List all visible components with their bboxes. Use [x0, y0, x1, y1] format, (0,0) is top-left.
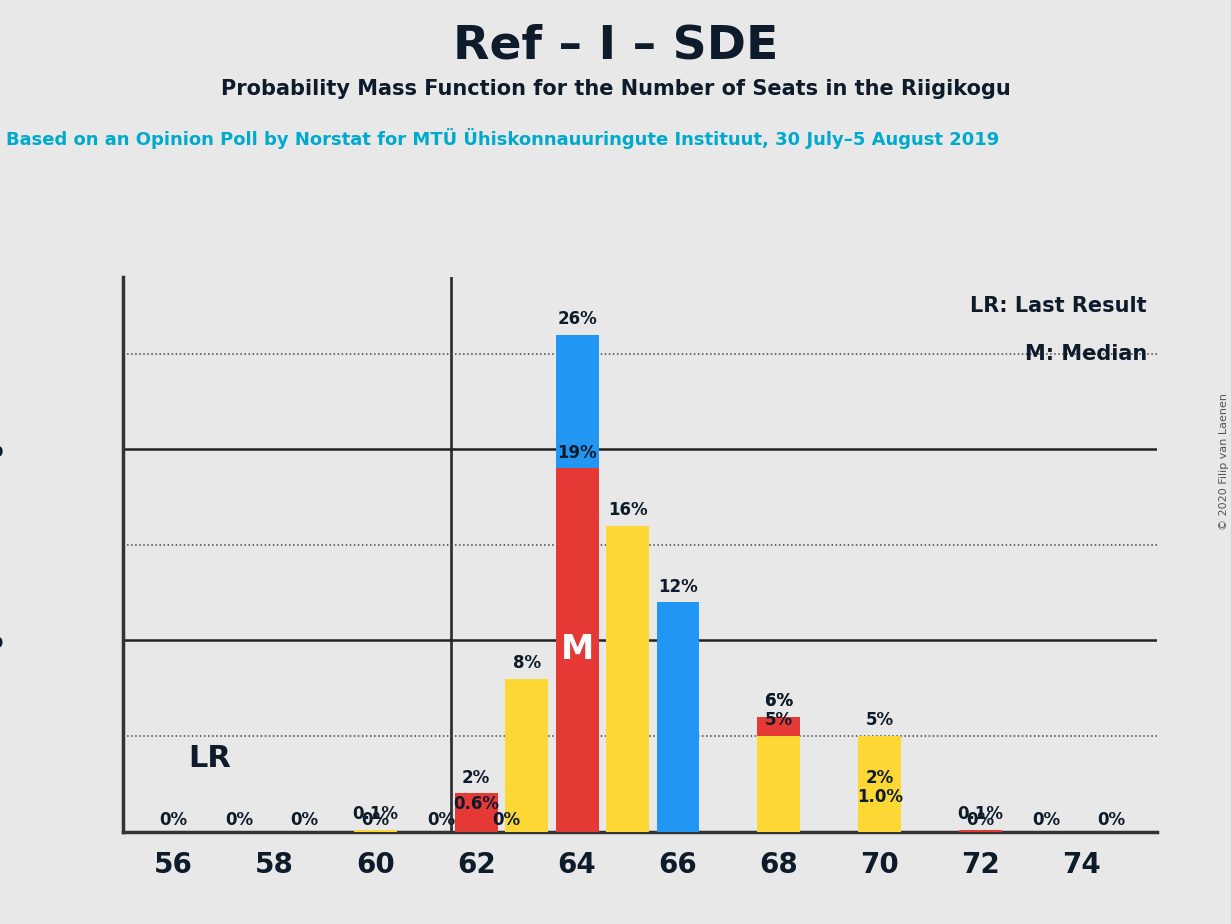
Bar	[505, 678, 548, 832]
Bar	[757, 717, 800, 832]
Text: LR: Last Result: LR: Last Result	[970, 297, 1147, 316]
Text: 0%: 0%	[1032, 810, 1060, 829]
Text: 0%: 0%	[966, 810, 995, 829]
Text: 0.1%: 0.1%	[352, 805, 399, 823]
Text: 12%: 12%	[659, 578, 698, 595]
Text: M: Median: M: Median	[1024, 344, 1147, 364]
Text: 0%: 0%	[160, 810, 187, 829]
Text: Probability Mass Function for the Number of Seats in the Riigikogu: Probability Mass Function for the Number…	[220, 79, 1011, 99]
Text: 6%: 6%	[764, 692, 793, 711]
Text: 5%: 5%	[764, 711, 793, 729]
Bar	[656, 602, 699, 832]
Text: © 2020 Filip van Laenen: © 2020 Filip van Laenen	[1219, 394, 1229, 530]
Text: 2%: 2%	[462, 769, 490, 786]
Text: 1.0%: 1.0%	[857, 788, 902, 806]
Bar	[757, 717, 800, 832]
Bar	[858, 794, 901, 832]
Text: 16%: 16%	[608, 501, 648, 519]
Bar	[555, 468, 598, 832]
Bar	[353, 830, 396, 832]
Text: 5%: 5%	[865, 711, 894, 729]
Bar	[606, 526, 649, 832]
Text: 0%: 0%	[427, 810, 455, 829]
Text: 0%: 0%	[291, 810, 319, 829]
Bar	[454, 794, 497, 832]
Text: 19%: 19%	[558, 444, 597, 462]
Bar	[858, 736, 901, 832]
Bar	[959, 830, 1002, 832]
Text: 6%: 6%	[764, 692, 793, 711]
Bar	[454, 821, 497, 832]
Text: 0%: 0%	[492, 810, 521, 829]
Text: 0%: 0%	[1098, 810, 1126, 829]
Bar	[858, 812, 901, 832]
Text: M: M	[560, 634, 593, 666]
Text: 0%: 0%	[225, 810, 254, 829]
Text: Ref – I – SDE: Ref – I – SDE	[453, 23, 778, 68]
Text: 10%: 10%	[0, 626, 4, 654]
Text: 0%: 0%	[361, 810, 389, 829]
Text: 8%: 8%	[512, 654, 540, 672]
Bar	[757, 736, 800, 832]
Text: 2%: 2%	[865, 769, 894, 786]
Text: 0.6%: 0.6%	[453, 796, 500, 813]
Text: 26%: 26%	[558, 310, 597, 328]
Text: 20%: 20%	[0, 435, 4, 463]
Bar	[555, 334, 598, 832]
Text: Based on an Opinion Poll by Norstat for MTÜ Ühiskonnauuringute Instituut, 30 Jul: Based on an Opinion Poll by Norstat for …	[6, 128, 1000, 149]
Text: 0.1%: 0.1%	[958, 805, 1003, 823]
Text: LR: LR	[188, 745, 231, 773]
